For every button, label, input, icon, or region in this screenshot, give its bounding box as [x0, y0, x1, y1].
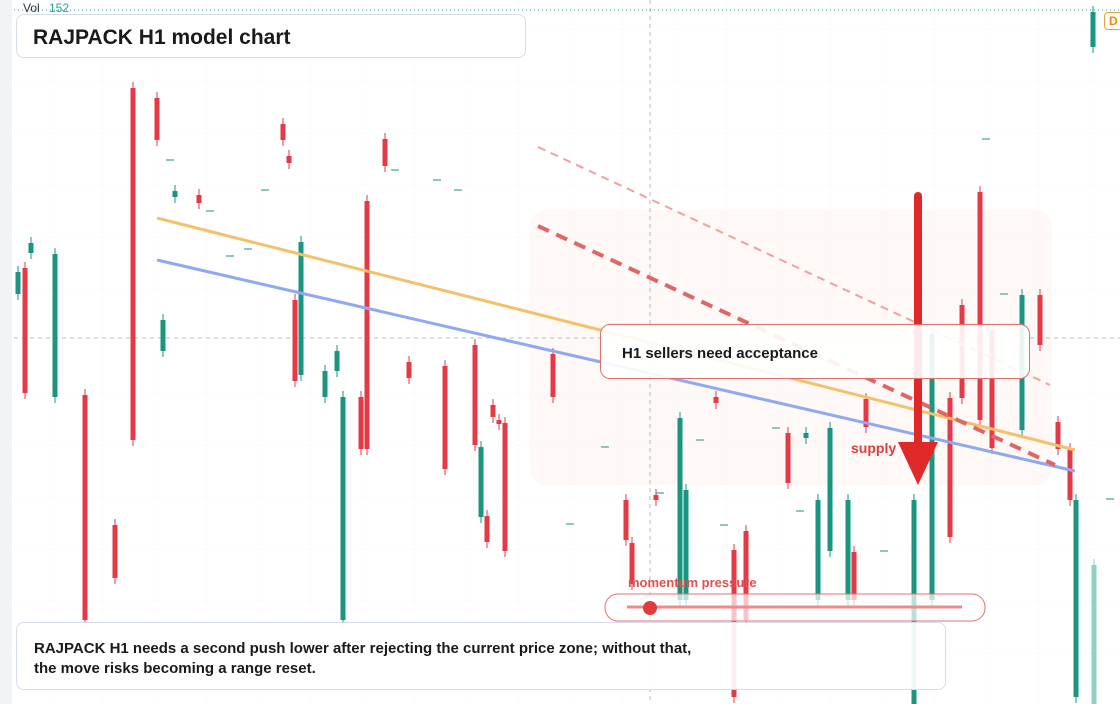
- arrow-head: [898, 442, 938, 485]
- supply-label: supply: [851, 440, 897, 456]
- candle-body: [322, 371, 328, 397]
- candle-body: [112, 525, 118, 578]
- candle-body: [478, 447, 484, 517]
- candle-body: [977, 192, 983, 420]
- volume-label: Vol: [23, 1, 40, 15]
- candle-body: [382, 139, 388, 166]
- candle-body: [1091, 565, 1097, 704]
- candle-body: [52, 254, 58, 397]
- candle-body: [929, 334, 935, 600]
- candle-body: [1090, 12, 1096, 47]
- footer-text: RAJPACK H1 needs a second push lower aft…: [34, 640, 692, 677]
- candle-body: [358, 397, 364, 449]
- candle-body: [442, 366, 448, 469]
- dashed-line-light: [537, 146, 1051, 386]
- candle-body: [1067, 449, 1073, 500]
- candle-body: [743, 531, 749, 620]
- interval-badge[interactable]: D: [1104, 12, 1120, 30]
- candle-body: [130, 88, 136, 440]
- candle-body: [815, 500, 821, 600]
- candle-body: [82, 395, 88, 620]
- candle-body: [340, 397, 346, 620]
- candle-body: [502, 423, 508, 551]
- candle-body: [803, 433, 809, 438]
- candle-body: [629, 543, 635, 584]
- candle-body: [472, 345, 478, 445]
- candle-body: [286, 156, 292, 163]
- candle-body: [785, 433, 791, 483]
- candle-body: [484, 516, 490, 542]
- candle-body: [292, 300, 298, 381]
- candle-body: [490, 405, 496, 417]
- candle-body: [1037, 295, 1043, 345]
- candle-body: [677, 418, 683, 600]
- candle-body: [280, 124, 286, 140]
- candle-body: [15, 272, 21, 294]
- candle-body: [334, 351, 340, 371]
- callout-text: H1 sellers need acceptance: [622, 345, 818, 362]
- candle-body: [550, 354, 556, 397]
- candle-body: [863, 399, 869, 427]
- candle-body: [827, 428, 833, 551]
- candle-body: [623, 500, 629, 540]
- candle-body: [160, 320, 166, 351]
- candle-body: [298, 242, 304, 375]
- footer-box: RAJPACK H1 needs a second push lower aft…: [16, 622, 946, 690]
- candle-body: [154, 98, 160, 140]
- candle-body: [851, 552, 857, 600]
- candle-body: [1073, 500, 1079, 697]
- slider-knob: [643, 601, 657, 615]
- candle-body: [683, 490, 689, 600]
- title: RAJPACK H1 model chart: [33, 26, 291, 49]
- candle-body: [713, 397, 719, 403]
- candle-body: [28, 243, 34, 253]
- candle-body: [947, 398, 953, 537]
- candle-body: [989, 330, 995, 448]
- volume-value: 152: [49, 1, 70, 15]
- momentum-label: momentum pressure: [628, 575, 757, 590]
- title-box: RAJPACK H1 model chart: [16, 14, 526, 58]
- candle-body: [196, 195, 202, 203]
- callout: H1 sellers need acceptance: [600, 324, 1030, 379]
- candle-body: [496, 420, 502, 424]
- candle-body: [172, 191, 178, 197]
- candle-body: [22, 268, 28, 393]
- left-strip: [0, 0, 12, 704]
- candle-body: [845, 500, 851, 600]
- candle-body: [406, 362, 412, 378]
- candle-body: [364, 201, 370, 449]
- candle-body: [653, 495, 659, 500]
- candles: [15, 6, 1114, 704]
- candle-body: [1055, 422, 1061, 449]
